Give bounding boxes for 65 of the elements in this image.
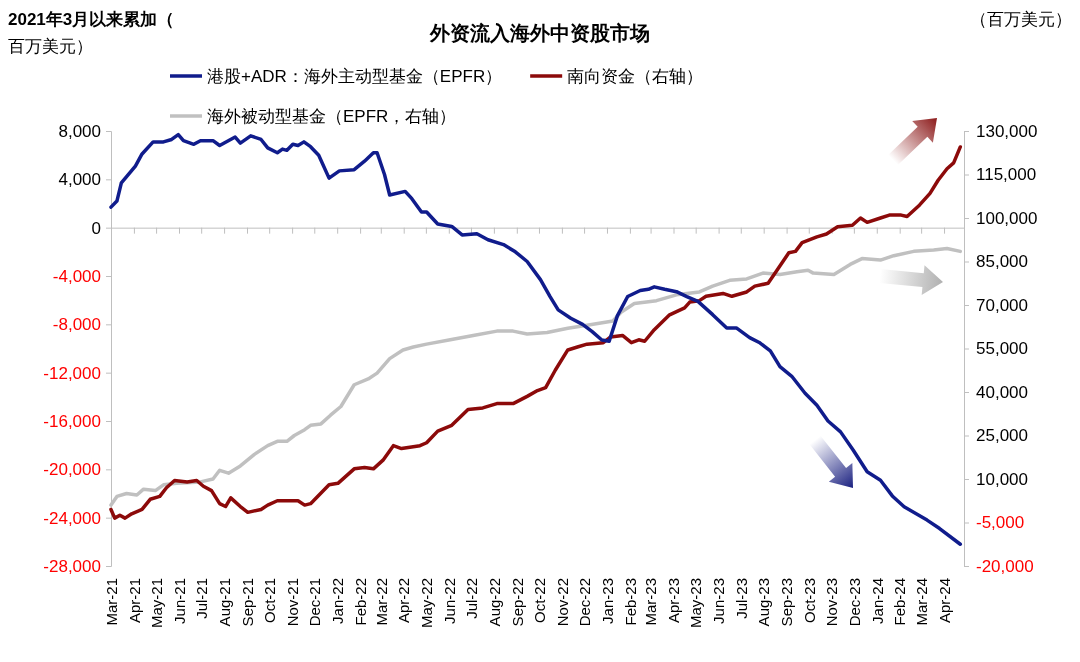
y-tick-label: 0 bbox=[91, 218, 101, 238]
x-tick-label: Jul-22 bbox=[462, 578, 480, 619]
x-tick-label: Dec-22 bbox=[575, 578, 593, 627]
chart-title: 外资流入海外中资股市场 bbox=[429, 22, 650, 44]
x-tick-label: Jan-24 bbox=[868, 578, 886, 624]
x-tick-label: Sep-23 bbox=[778, 578, 796, 627]
x-tick-label: Nov-21 bbox=[283, 578, 301, 627]
legend-label: 港股+ADR：海外主动型基金（EPFR） bbox=[207, 67, 503, 86]
x-tick-label: Oct-22 bbox=[530, 578, 548, 624]
x-tick-label: Dec-23 bbox=[845, 578, 863, 627]
x-tick-label: Apr-21 bbox=[125, 578, 143, 624]
y-tick-label: -12,000 bbox=[43, 363, 101, 383]
y2-tick-label: 10,000 bbox=[976, 469, 1028, 489]
legend-label: 海外被动型基金（EPFR，右轴） bbox=[207, 107, 457, 126]
x-tick-label: Feb-22 bbox=[351, 578, 369, 626]
x-tick-label: Oct-21 bbox=[260, 578, 278, 624]
y-tick-label: -16,000 bbox=[43, 411, 101, 431]
x-tick-label: Apr-24 bbox=[935, 578, 953, 624]
y-axis-title: 2021年3月以来累加（百万美元） bbox=[8, 10, 175, 56]
x-tick-label: Oct-23 bbox=[800, 578, 818, 624]
x-tick-label: Feb-23 bbox=[621, 578, 639, 626]
text: （百万美元） bbox=[970, 10, 1072, 29]
y2-tick-label: 130,000 bbox=[976, 121, 1038, 141]
x-tick-label: Jun-23 bbox=[710, 578, 728, 624]
x-tick-label: May-21 bbox=[147, 578, 165, 629]
x-tick-label: Sep-22 bbox=[508, 578, 526, 627]
x-tick-label: Mar-23 bbox=[642, 578, 660, 626]
x-tick-label: Nov-23 bbox=[823, 578, 841, 627]
x-tick-label: Mar-24 bbox=[912, 578, 930, 626]
y-tick-label: 8,000 bbox=[58, 121, 101, 141]
y-tick-label: 4,000 bbox=[58, 170, 101, 190]
x-tick-label: Dec-21 bbox=[306, 578, 324, 627]
x-tick-label: May-22 bbox=[417, 578, 435, 629]
x-tick-label: Jun-22 bbox=[440, 578, 458, 624]
y-tick-label: -24,000 bbox=[43, 508, 101, 528]
y2-tick-label: 85,000 bbox=[976, 252, 1028, 272]
y2-tick-label: 25,000 bbox=[976, 426, 1028, 446]
x-tick-label: Feb-24 bbox=[891, 578, 909, 626]
x-tick-label: Mar-22 bbox=[372, 578, 390, 626]
x-tick-label: Apr-23 bbox=[665, 578, 683, 624]
x-tick-label: Jan-22 bbox=[328, 578, 346, 624]
y-tick-label: -8,000 bbox=[52, 315, 101, 335]
y2-tick-label: 55,000 bbox=[976, 339, 1028, 359]
legend-label: 南向资金（右轴） bbox=[567, 67, 704, 86]
x-tick-label: Jun-21 bbox=[170, 578, 188, 624]
x-tick-label: Aug-22 bbox=[485, 578, 503, 627]
x-tick-label: Apr-22 bbox=[395, 578, 413, 624]
x-tick-label: Jul-23 bbox=[732, 578, 750, 619]
y-tick-label: -20,000 bbox=[43, 460, 101, 480]
x-tick-label: Jul-21 bbox=[192, 578, 210, 619]
x-tick-label: Sep-21 bbox=[238, 578, 256, 627]
y2-tick-label: 70,000 bbox=[976, 295, 1028, 315]
x-tick-label: Aug-23 bbox=[755, 578, 773, 627]
x-tick-label: May-23 bbox=[687, 578, 705, 629]
y-tick-label: -28,000 bbox=[43, 556, 101, 576]
y2-tick-label: -20,000 bbox=[976, 556, 1034, 576]
x-tick-label: Mar-21 bbox=[102, 578, 120, 626]
y2-tick-label: -5,000 bbox=[976, 513, 1025, 533]
y-tick-label: -4,000 bbox=[52, 266, 101, 286]
x-tick-label: Nov-22 bbox=[553, 578, 571, 627]
x-tick-label: Aug-21 bbox=[215, 578, 233, 627]
y2-tick-label: 115,000 bbox=[976, 165, 1037, 185]
x-tick-label: Jan-23 bbox=[598, 578, 616, 624]
y2-tick-label: 100,000 bbox=[976, 208, 1038, 228]
y2-tick-label: 40,000 bbox=[976, 382, 1028, 402]
